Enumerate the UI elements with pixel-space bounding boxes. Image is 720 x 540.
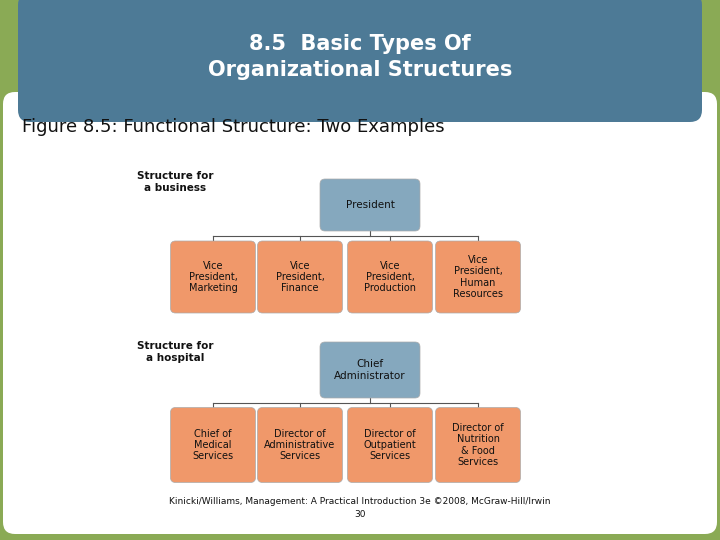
Text: 8.5  Basic Types Of
Organizational Structures: 8.5 Basic Types Of Organizational Struct… (208, 34, 512, 80)
Text: Vice
President,
Marketing: Vice President, Marketing (189, 261, 238, 293)
FancyBboxPatch shape (258, 408, 343, 483)
FancyBboxPatch shape (348, 408, 433, 483)
Text: Director of
Administrative
Services: Director of Administrative Services (264, 429, 336, 461)
FancyBboxPatch shape (3, 92, 717, 534)
Text: Structure for
a hospital: Structure for a hospital (137, 341, 213, 363)
Text: Director of
Nutrition
& Food
Services: Director of Nutrition & Food Services (452, 423, 504, 467)
Text: Figure 8.5: Functional Structure: Two Examples: Figure 8.5: Functional Structure: Two Ex… (22, 118, 445, 136)
FancyBboxPatch shape (320, 179, 420, 231)
FancyBboxPatch shape (171, 241, 256, 313)
FancyBboxPatch shape (171, 408, 256, 483)
Text: Chief
Administrator: Chief Administrator (334, 360, 406, 381)
Text: President: President (346, 200, 395, 210)
Text: Director of
Outpatient
Services: Director of Outpatient Services (364, 429, 416, 461)
Text: Kinicki/Williams, Management: A Practical Introduction 3e ©2008, McGraw-Hill/Irw: Kinicki/Williams, Management: A Practica… (169, 497, 551, 519)
FancyBboxPatch shape (348, 241, 433, 313)
FancyBboxPatch shape (320, 342, 420, 398)
FancyBboxPatch shape (18, 0, 702, 122)
FancyBboxPatch shape (258, 241, 343, 313)
Text: Vice
President,
Production: Vice President, Production (364, 261, 416, 293)
Text: Chief of
Medical
Services: Chief of Medical Services (192, 429, 233, 461)
Text: Vice
President,
Human
Resources: Vice President, Human Resources (453, 255, 503, 299)
FancyBboxPatch shape (436, 408, 521, 483)
Text: Structure for
a business: Structure for a business (137, 171, 213, 193)
Text: Vice
President,
Finance: Vice President, Finance (276, 261, 325, 293)
FancyBboxPatch shape (436, 241, 521, 313)
